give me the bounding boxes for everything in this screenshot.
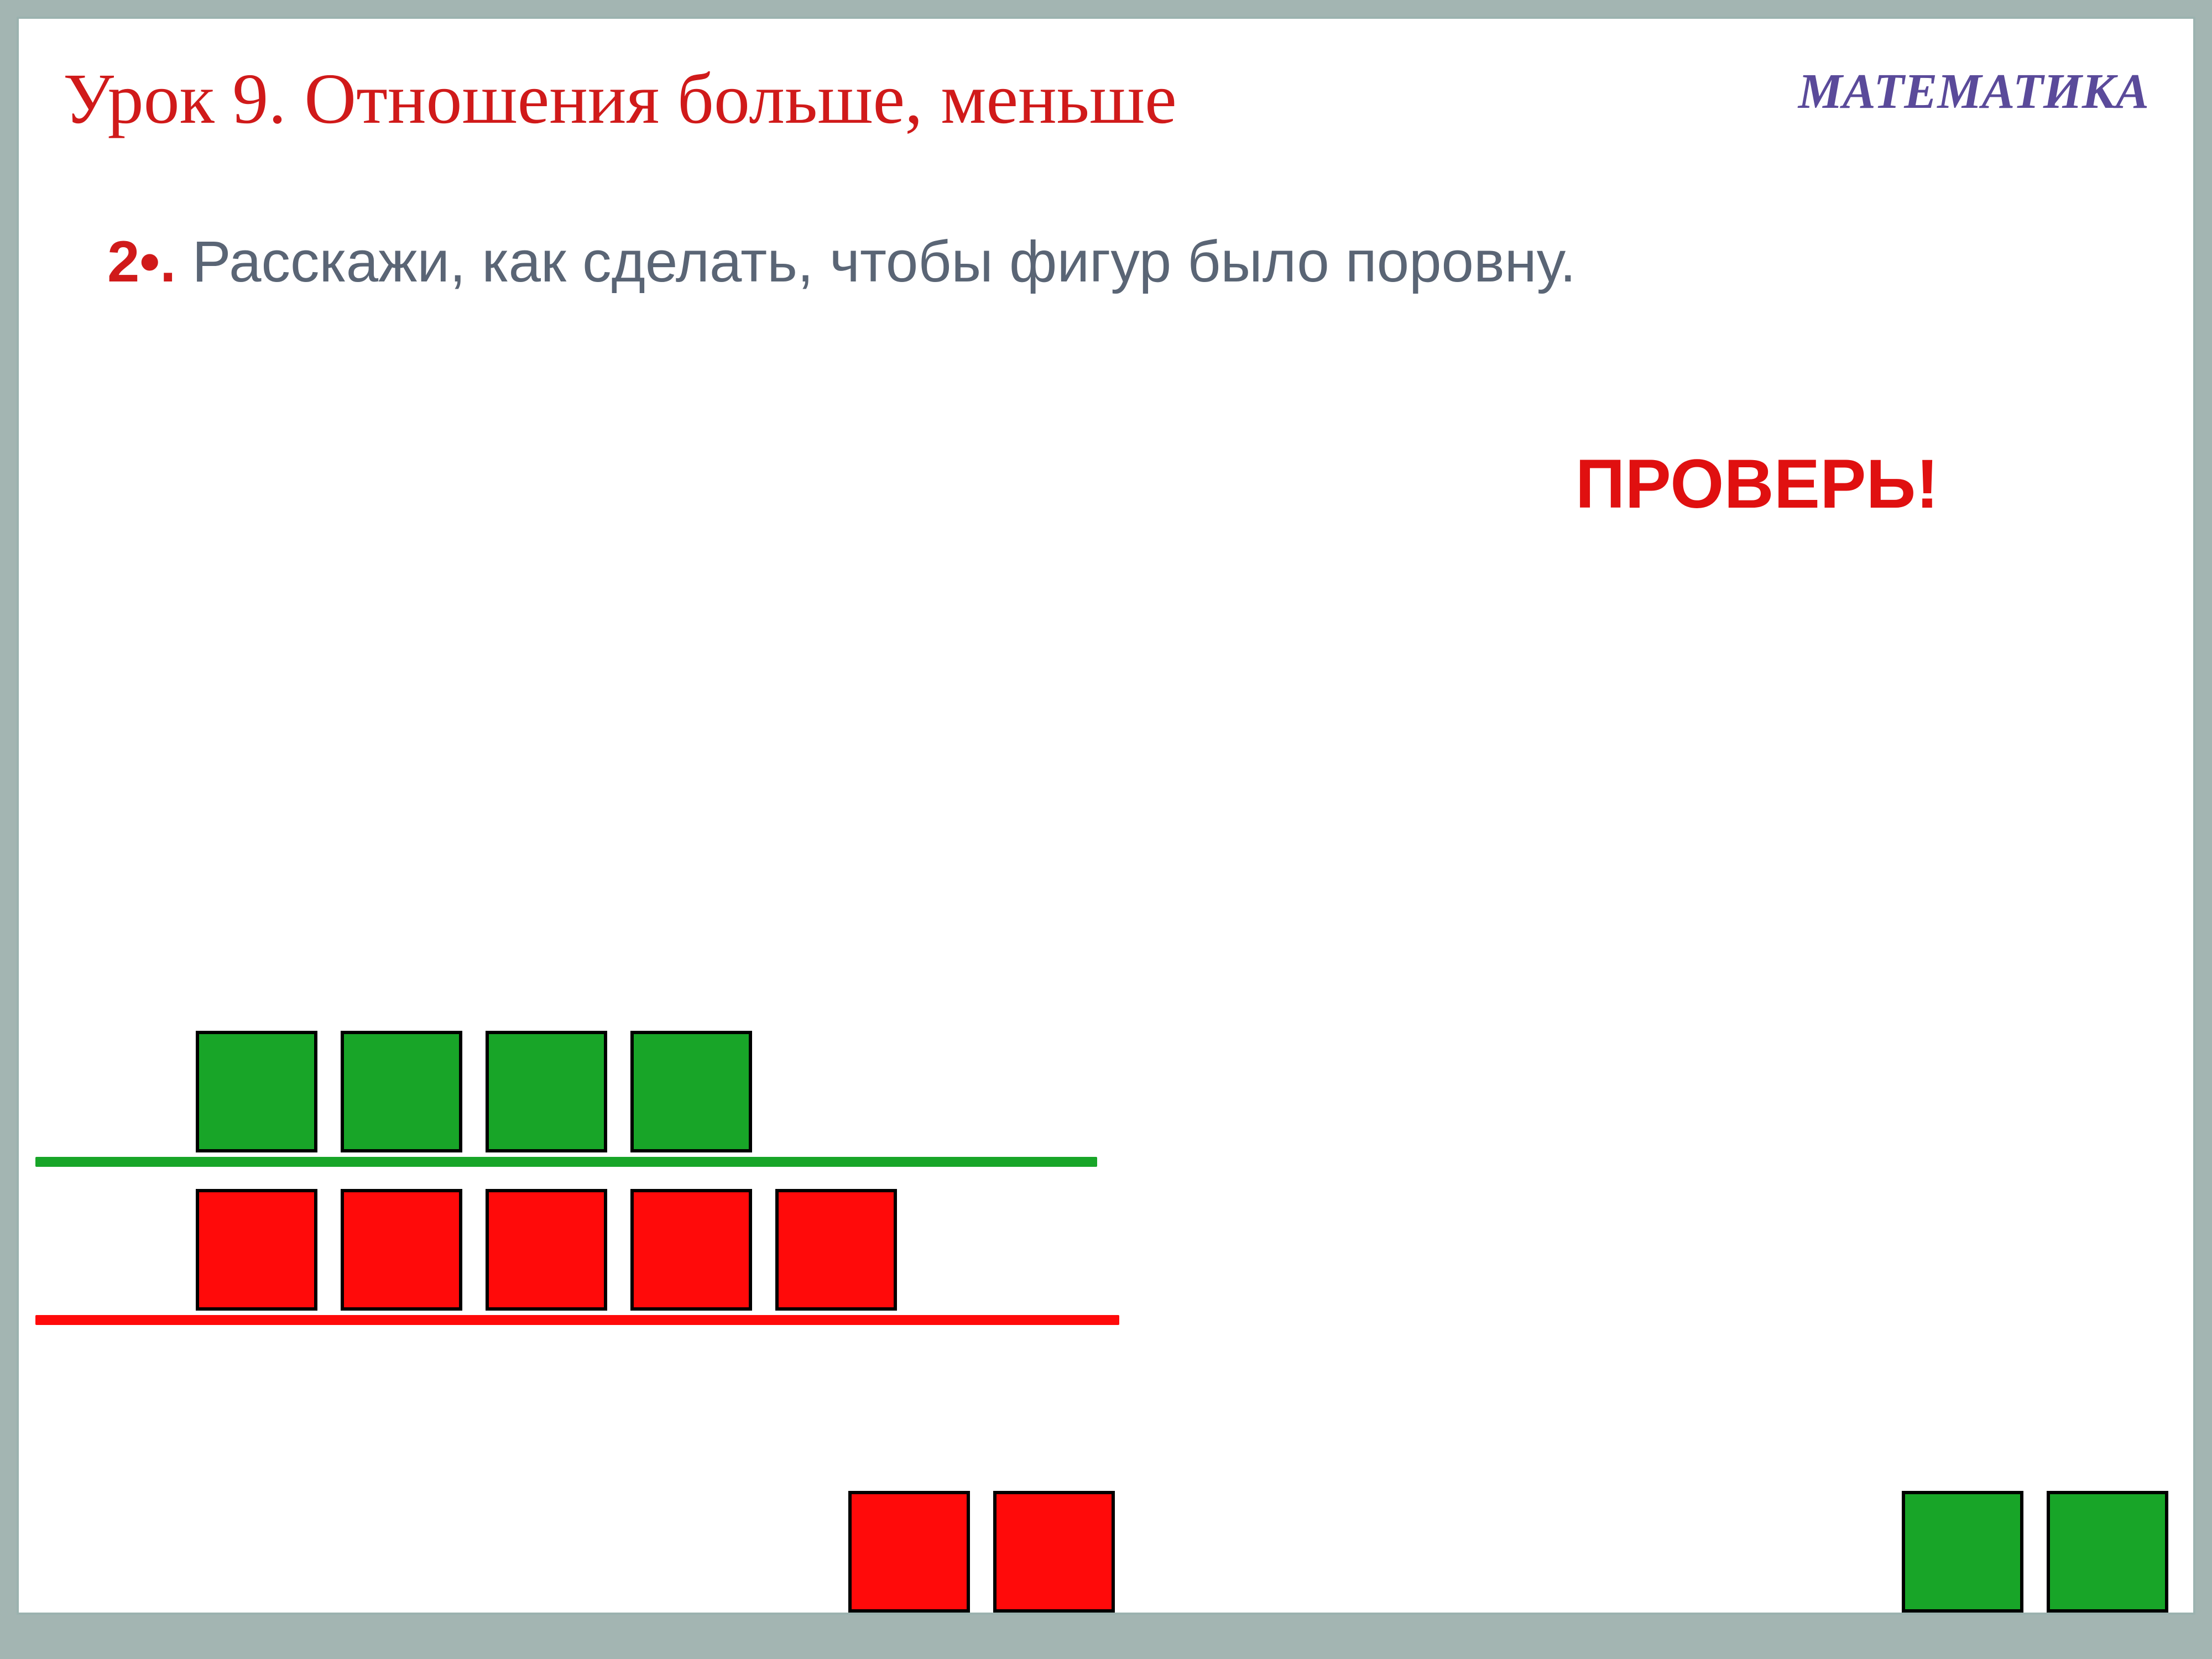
lesson-title: Урок 9. Отношения больше, меньше (63, 58, 1177, 140)
subject-label: МАТЕМАТИКА (1798, 63, 2149, 120)
red-square (341, 1189, 462, 1311)
bottom-red-group (848, 1491, 1115, 1613)
green-square (196, 1031, 317, 1152)
green-row (196, 1031, 1141, 1152)
slide: Урок 9. Отношения больше, меньше МАТЕМАТ… (17, 17, 2195, 1615)
red-row (196, 1189, 1141, 1311)
figure-diagram (35, 1031, 1141, 1347)
red-shelf (35, 1315, 1119, 1325)
red-square (775, 1189, 897, 1311)
red-square (848, 1491, 970, 1613)
red-square (630, 1189, 752, 1311)
red-square (993, 1491, 1115, 1613)
task-bullet: 2•. (107, 229, 176, 294)
check-label: ПРОВЕРЬ! (1575, 445, 1939, 524)
green-square (630, 1031, 752, 1152)
green-square (2047, 1491, 2168, 1613)
bottom-green-group (1902, 1491, 2168, 1613)
task-text: 2•. Расскажи, как сделать, чтобы фигур б… (107, 229, 1576, 295)
green-square (486, 1031, 607, 1152)
green-square (1902, 1491, 2023, 1613)
green-square (341, 1031, 462, 1152)
red-square (486, 1189, 607, 1311)
green-shelf (35, 1157, 1097, 1167)
red-square (196, 1189, 317, 1311)
task-body: Расскажи, как сделать, чтобы фигур было … (176, 229, 1576, 294)
